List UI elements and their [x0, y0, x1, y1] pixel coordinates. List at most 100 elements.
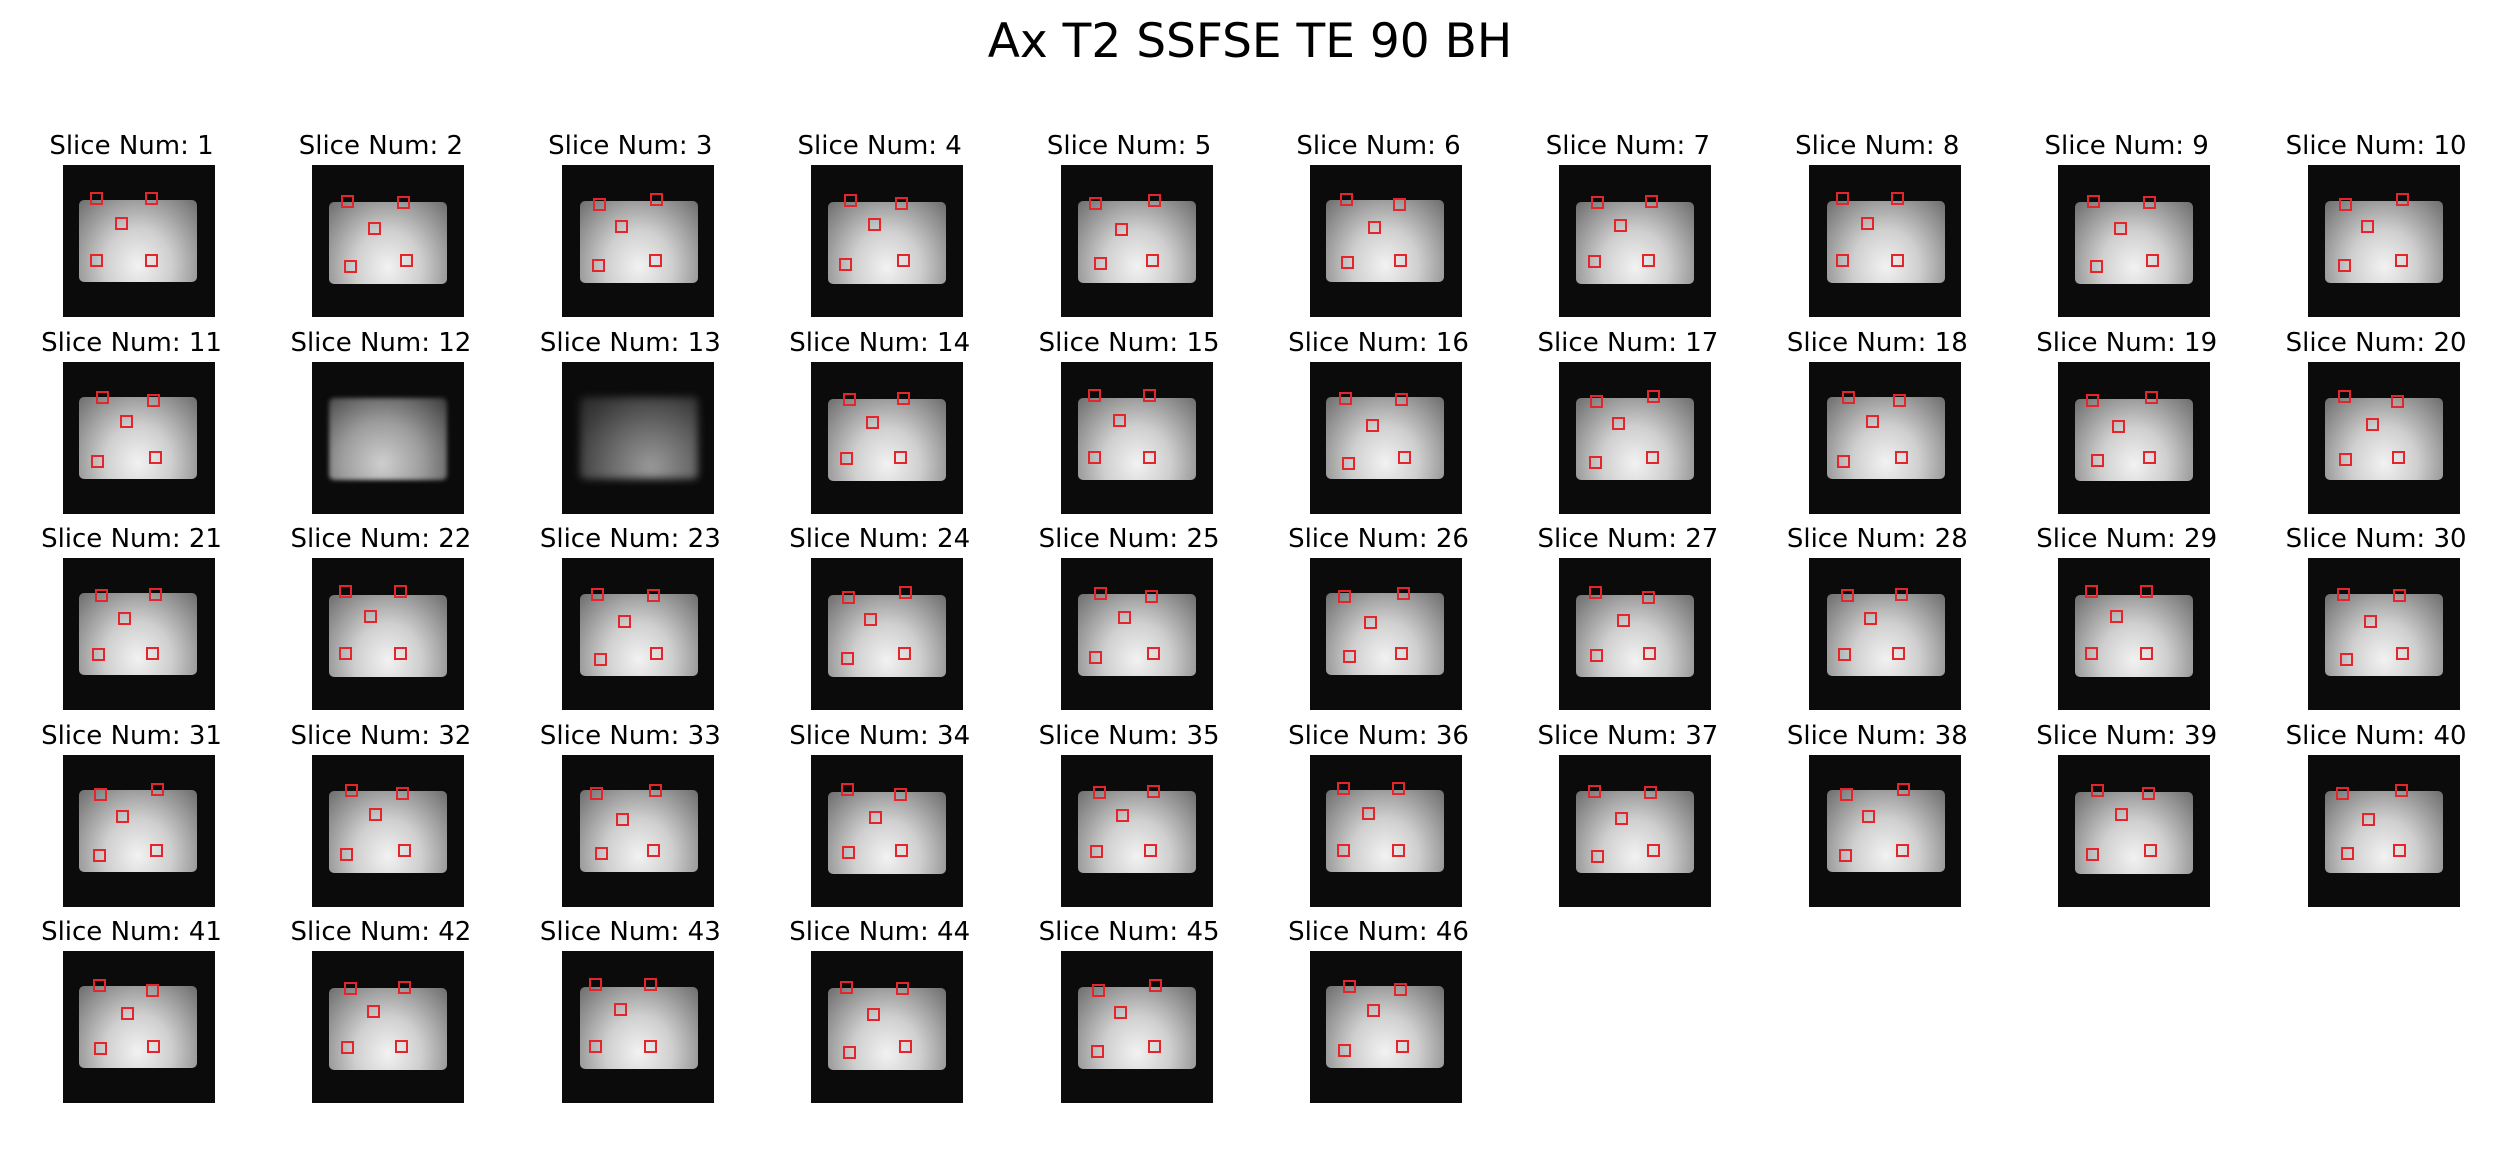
- roi-marker: [1840, 589, 1854, 602]
- roi-marker: [1117, 611, 1131, 624]
- slice-label: Slice Num: 35: [1038, 720, 1220, 751]
- phantom-shape: [329, 594, 448, 677]
- roi-marker: [94, 787, 107, 801]
- slice-panel: Slice Num: 33: [506, 720, 755, 916]
- slice-label: Slice Num: 28: [1786, 524, 1968, 554]
- roi-marker: [2114, 222, 2128, 235]
- slice-label: Slice Num: 36: [1288, 720, 1469, 751]
- roi-marker: [116, 809, 129, 823]
- mri-slice-image: [1060, 951, 1213, 1103]
- slice-label: Slice Num: 46: [1288, 917, 1469, 947]
- roi-marker: [118, 612, 131, 625]
- slice-label: Slice Num: 39: [2036, 720, 2218, 751]
- roi-marker: [151, 782, 164, 796]
- mri-slice-image: [63, 951, 215, 1103]
- slice-panel: Slice Num: 27: [1503, 523, 1752, 719]
- slice-label: Slice Num: 43: [539, 917, 721, 947]
- roi-marker: [2337, 259, 2351, 272]
- roi-marker: [899, 586, 913, 599]
- roi-marker: [1612, 416, 1626, 430]
- mri-slice-image: [2058, 754, 2211, 907]
- roi-marker: [91, 454, 104, 468]
- phantom-shape: [2074, 791, 2193, 874]
- roi-marker: [2394, 783, 2408, 797]
- roi-marker: [2338, 198, 2352, 211]
- phantom-shape: [1826, 397, 1945, 479]
- roi-marker: [2085, 647, 2099, 660]
- roi-marker: [2339, 653, 2353, 666]
- roi-marker: [1340, 193, 1353, 206]
- phantom-shape: [579, 986, 698, 1069]
- roi-marker: [2361, 812, 2375, 826]
- roi-marker: [617, 615, 631, 628]
- mri-slice-image: [811, 165, 964, 317]
- phantom-shape: [1576, 594, 1695, 677]
- mri-slice-image: [1060, 361, 1213, 514]
- phantom-shape: [2074, 202, 2193, 284]
- phantom-shape: [79, 396, 197, 479]
- mri-slice-image: [1559, 558, 1712, 710]
- roi-marker: [1642, 591, 1656, 604]
- mri-slice-image: [1559, 361, 1712, 514]
- mri-slice-image: [2307, 754, 2460, 907]
- figure-title: Ax T2 SSFSE TE 90 BH: [987, 14, 1513, 69]
- mri-slice-image: [561, 558, 714, 710]
- roi-marker: [2360, 220, 2374, 233]
- roi-marker: [1647, 389, 1661, 403]
- slice-label: Slice Num: 22: [290, 524, 472, 554]
- roi-marker: [2091, 453, 2105, 467]
- roi-marker: [394, 585, 408, 598]
- roi-marker: [369, 807, 383, 821]
- slice-panel: Slice Num: 45: [1005, 916, 1254, 1112]
- roi-marker: [150, 843, 163, 857]
- roi-marker: [1393, 198, 1406, 211]
- slice-panel: Slice Num: 1: [7, 130, 256, 326]
- roi-marker: [1337, 781, 1350, 795]
- slice-panel: Slice Num: 6: [1254, 130, 1503, 326]
- roi-marker: [149, 588, 162, 601]
- roi-marker: [396, 786, 410, 800]
- roi-marker: [2363, 615, 2377, 628]
- slice-label: Slice Num: 19: [2036, 327, 2218, 358]
- roi-marker: [896, 982, 910, 995]
- slice-panel: Slice Num: 14: [755, 327, 1004, 523]
- roi-marker: [591, 259, 605, 272]
- mri-slice-image: [1808, 558, 1961, 710]
- roi-marker: [92, 648, 105, 661]
- phantom-shape: [1326, 986, 1444, 1068]
- roi-marker: [1891, 647, 1905, 660]
- roi-marker: [1090, 1045, 1104, 1058]
- mri-slice-image: [1310, 361, 1462, 514]
- slice-panel: Slice Num: 16: [1254, 327, 1503, 523]
- roi-marker: [147, 1040, 160, 1053]
- slice-panel: Slice Num: 31: [7, 720, 256, 916]
- phantom-shape: [79, 200, 197, 282]
- roi-marker: [1395, 392, 1408, 406]
- slice-label: Slice Num: 18: [1786, 327, 1968, 358]
- slice-panel: Slice Num: 35: [1005, 720, 1254, 916]
- roi-marker: [1338, 1044, 1351, 1057]
- slice-label: Slice Num: 20: [2285, 327, 2467, 358]
- roi-marker: [1890, 192, 1904, 205]
- roi-marker: [1148, 979, 1162, 992]
- phantom-shape: [579, 397, 698, 479]
- phantom-shape: [827, 398, 946, 481]
- phantom-shape: [1326, 789, 1444, 872]
- phantom-shape: [329, 791, 448, 873]
- roi-marker: [2143, 450, 2157, 464]
- roi-marker: [1837, 648, 1851, 661]
- roi-marker: [1590, 394, 1604, 408]
- slice-label: Slice Num: 25: [1038, 524, 1220, 554]
- slice-label: Slice Num: 6: [1296, 131, 1461, 161]
- roi-marker: [1617, 614, 1631, 627]
- roi-marker: [1093, 257, 1107, 270]
- roi-marker: [898, 647, 912, 660]
- roi-marker: [367, 1005, 381, 1018]
- roi-marker: [2087, 195, 2101, 208]
- roi-marker: [2394, 254, 2408, 267]
- slice-panel: Slice Num: 21: [7, 523, 256, 719]
- roi-marker: [2392, 843, 2406, 857]
- slice-panel: Slice Num: 43: [506, 916, 755, 1112]
- roi-marker: [1614, 219, 1628, 232]
